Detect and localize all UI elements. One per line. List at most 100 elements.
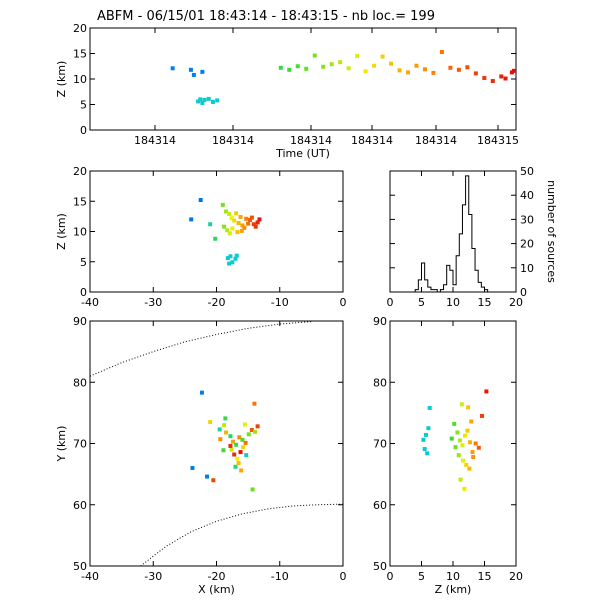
time-height-x-label: 184314 <box>351 134 393 147</box>
x-z-point <box>208 222 213 227</box>
time-height-y-label: 15 <box>73 48 87 61</box>
z-y-point <box>452 421 457 426</box>
x-y-point <box>250 487 255 492</box>
z-y-point <box>465 428 470 433</box>
time-height-point <box>304 66 309 71</box>
time-height-point <box>414 63 419 68</box>
time-height-point <box>200 100 205 105</box>
x-y-point <box>234 442 239 447</box>
x-y-point <box>218 437 223 442</box>
x-z-point <box>222 224 227 229</box>
x-z-point <box>229 216 234 221</box>
x-z-point <box>198 198 203 203</box>
x-z-point <box>235 230 240 235</box>
x-y-point <box>233 464 238 469</box>
x-z-point <box>234 211 239 216</box>
x-y-point <box>199 390 204 395</box>
x-z-y-label: 5 <box>80 256 87 269</box>
x-z-point <box>253 224 258 229</box>
x-z-point <box>246 221 251 226</box>
z-y-point <box>459 402 464 407</box>
x-y-x-label: -40 <box>81 570 99 583</box>
x-y-x-label: -10 <box>271 570 289 583</box>
x-z-y-label: 15 <box>73 195 87 208</box>
time-height-point <box>503 76 508 81</box>
x-z-point <box>251 222 256 227</box>
x-y-y-label: 80 <box>73 376 87 389</box>
z-y-point <box>423 432 428 437</box>
x-z-frame <box>89 170 344 293</box>
x-z-point <box>189 217 194 222</box>
x-z-x-label: -20 <box>208 296 226 309</box>
x-z-point <box>230 260 235 265</box>
time-height-point <box>295 64 300 69</box>
x-y-point <box>238 450 243 455</box>
x-z-point <box>244 216 249 221</box>
x-y-point <box>190 466 195 470</box>
time-height-point <box>200 69 205 74</box>
z-y-y-label: 70 <box>373 438 387 451</box>
x-y-point <box>228 434 233 439</box>
x-y-point <box>246 432 251 437</box>
z-y-point <box>458 477 463 482</box>
x-z-point <box>234 253 239 258</box>
x-z-y-label: 20 <box>73 165 87 178</box>
histogram-y-label: 40 <box>520 189 534 202</box>
z-y-point <box>466 405 471 410</box>
time-height-point <box>473 71 478 76</box>
x-z-point <box>225 228 230 233</box>
panels-layer: 0 5 10 15 20 184314 184314 184314 184314 184314 18… <box>55 22 558 596</box>
z-y-x-label: 5 <box>418 570 425 583</box>
z-y-point <box>484 389 489 394</box>
range-boundary-curve <box>140 503 344 567</box>
z-y-y-label: 90 <box>373 315 387 328</box>
x-y-y-label: 60 <box>73 499 87 512</box>
x-z-point <box>228 254 233 259</box>
z-y-point <box>453 445 458 450</box>
x-y-point <box>249 428 254 433</box>
figure-title: ABFM - 06/15/01 18:43:14 - 18:43:15 - nb… <box>97 9 435 24</box>
z-y-xlabel: Z (km) <box>435 583 472 596</box>
histogram-x-label: 5 <box>418 296 425 309</box>
time-height-point <box>210 99 215 104</box>
z-y-x-label: 0 <box>387 570 394 583</box>
time-height-point <box>278 65 283 70</box>
z-y-x-label: 20 <box>509 570 523 583</box>
time-height-point <box>191 72 196 77</box>
time-height-point <box>389 61 394 66</box>
x-y-y-label: 70 <box>73 438 87 451</box>
time-height-point <box>380 54 385 59</box>
x-z-point <box>233 256 238 261</box>
histogram-x-label: 15 <box>478 296 492 309</box>
time-height-xlabel: Time (UT) <box>275 147 330 160</box>
time-height-point <box>355 54 360 59</box>
x-z-point <box>225 256 230 261</box>
time-height-frame <box>89 27 517 131</box>
z-y-point <box>464 462 469 467</box>
x-y-ylabel: Y (km) <box>55 426 68 463</box>
time-height-point <box>397 68 402 73</box>
z-y-x-label: 15 <box>478 570 492 583</box>
x-y-y-label: 50 <box>73 560 87 573</box>
x-y-point <box>217 427 222 432</box>
time-height-point <box>170 66 175 71</box>
x-y-point <box>237 435 242 440</box>
x-z-point <box>240 223 245 228</box>
x-z-x-label: -30 <box>144 296 162 309</box>
time-height-y-label: 0 <box>80 124 87 137</box>
time-height-point <box>287 67 292 72</box>
x-z-point <box>242 225 247 230</box>
time-height-y-label: 10 <box>73 73 87 86</box>
time-height-y-label: 20 <box>73 22 87 35</box>
time-height-point <box>363 69 368 74</box>
x-y-y-label: 90 <box>73 315 87 328</box>
z-y-point <box>421 437 426 442</box>
time-height-x-label: 184315 <box>477 134 519 147</box>
z-y-point <box>456 453 461 458</box>
time-height-x-label: 184314 <box>212 134 254 147</box>
z-y-point <box>468 440 473 445</box>
time-height-ylabel: Z (km) <box>55 61 68 98</box>
z-y-point <box>479 413 484 418</box>
x-y-point <box>205 474 210 479</box>
time-height-point <box>439 49 444 54</box>
